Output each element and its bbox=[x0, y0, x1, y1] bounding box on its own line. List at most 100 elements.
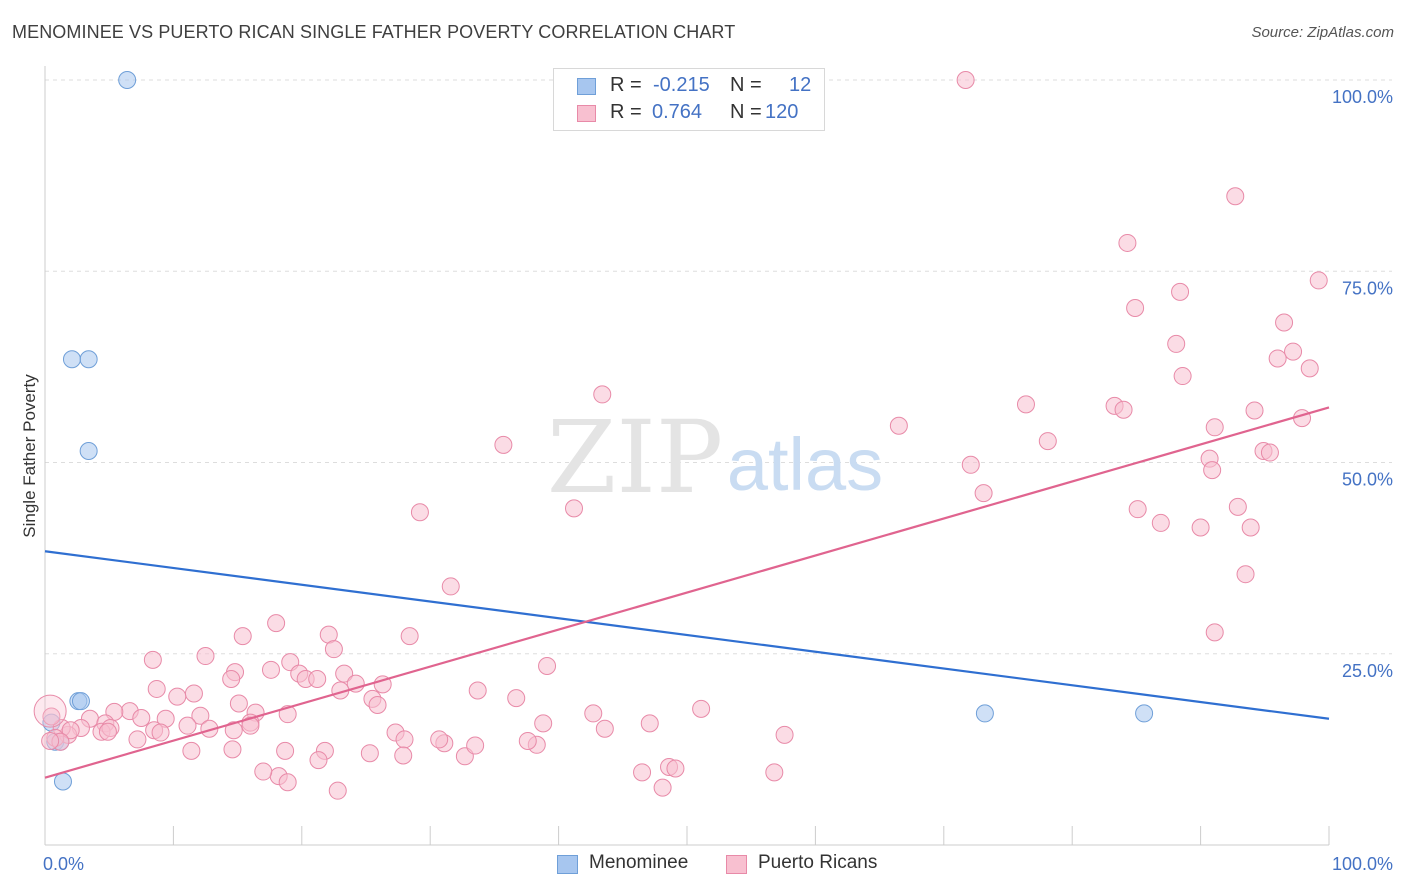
menominee-point bbox=[118, 71, 137, 89]
puerto-ricans-legend-swatch bbox=[726, 855, 747, 874]
puerto-ricans-point bbox=[184, 684, 203, 703]
puerto-ricans-point bbox=[775, 725, 794, 744]
puerto-ricans-point bbox=[1151, 513, 1170, 532]
puerto-ricans-point bbox=[267, 614, 286, 633]
puerto-ricans-point bbox=[98, 722, 117, 741]
puerto-ricans-point bbox=[196, 647, 215, 666]
y-tick-label: 100.0% bbox=[1332, 87, 1393, 107]
puerto-ricans-point bbox=[633, 763, 652, 782]
puerto-ricans-point bbox=[1114, 400, 1133, 419]
puerto-ricans-point bbox=[410, 503, 429, 522]
puerto-ricans-point bbox=[360, 744, 379, 763]
puerto-ricans-point bbox=[254, 762, 273, 781]
n-label: N = bbox=[730, 101, 762, 123]
watermark-atlas: atlas bbox=[727, 423, 883, 506]
puerto-ricans-point bbox=[33, 694, 67, 728]
puerto-ricans-point bbox=[1268, 349, 1287, 368]
legend-label: Menominee bbox=[589, 852, 689, 873]
puerto-ricans-point bbox=[1260, 443, 1279, 462]
puerto-ricans-point bbox=[1016, 395, 1035, 414]
puerto-ricans-point bbox=[1300, 359, 1319, 378]
puerto-ricans-point bbox=[241, 716, 260, 735]
menominee-point bbox=[975, 704, 994, 723]
puerto-ricans-point bbox=[41, 731, 60, 750]
y-tick-labels: 25.0% 50.0% 75.0% 100.0% bbox=[1332, 87, 1393, 681]
menominee-trend-line bbox=[44, 550, 1330, 720]
puerto-ricans-point bbox=[229, 694, 248, 713]
watermark-zip: ZIP bbox=[547, 399, 723, 516]
source-label: Source: ZipAtlas.com bbox=[1251, 24, 1394, 41]
puerto-ricans-point bbox=[1167, 334, 1186, 353]
grid-lines bbox=[45, 79, 1392, 655]
puerto-ricans-point bbox=[224, 721, 243, 740]
y-tick-label: 25.0% bbox=[1342, 661, 1393, 681]
puerto-ricans-point bbox=[1038, 432, 1057, 451]
puerto-ricans-point bbox=[1293, 409, 1312, 428]
r-label: R = bbox=[610, 74, 642, 96]
puerto-ricans-point bbox=[565, 499, 584, 518]
n-value: 12 bbox=[789, 74, 812, 96]
puerto-ricans-point bbox=[507, 689, 526, 708]
puerto-ricans-point bbox=[961, 455, 980, 474]
puerto-ricans-point bbox=[309, 751, 328, 770]
puerto-ricans-point bbox=[1203, 461, 1222, 480]
menominee-legend-swatch bbox=[557, 855, 578, 874]
puerto-ricans-point bbox=[222, 669, 241, 688]
puerto-ricans-point bbox=[400, 627, 419, 646]
stats-box: R = -0.215 N = 12 R = 0.764 N = 120 bbox=[553, 68, 825, 131]
puerto-ricans-point bbox=[143, 650, 162, 669]
puerto-ricans-point bbox=[1236, 565, 1255, 584]
trend-lines bbox=[44, 406, 1330, 779]
menominee-swatch bbox=[577, 78, 596, 95]
puerto-ricans-point bbox=[653, 778, 672, 797]
menominee-point bbox=[79, 442, 98, 461]
puerto-ricans-point bbox=[128, 730, 147, 749]
puerto-ricans-point bbox=[1309, 271, 1328, 290]
puerto-ricans-point bbox=[441, 577, 460, 596]
puerto-ricans-point bbox=[42, 707, 61, 726]
puerto-ricans-point bbox=[1118, 233, 1137, 252]
series-puerto-ricans-points bbox=[33, 71, 1328, 800]
puerto-ricans-point bbox=[324, 640, 343, 659]
r-value: -0.215 bbox=[653, 74, 710, 96]
puerto-ricans-point bbox=[534, 714, 553, 733]
puerto-ricans-point bbox=[1275, 313, 1294, 332]
puerto-ricans-point bbox=[395, 730, 414, 749]
puerto-ricans-point bbox=[595, 719, 614, 738]
puerto-ricans-point bbox=[223, 740, 242, 759]
puerto-ricans-point bbox=[494, 435, 513, 454]
puerto-ricans-point bbox=[1126, 298, 1145, 317]
puerto-ricans-point bbox=[335, 664, 354, 683]
puerto-ricans-point bbox=[151, 723, 170, 742]
puerto-ricans-point bbox=[61, 721, 80, 740]
y-tick-label: 50.0% bbox=[1342, 470, 1393, 490]
menominee-point bbox=[71, 692, 90, 711]
puerto-ricans-point bbox=[178, 716, 197, 735]
puerto-ricans-point bbox=[168, 687, 187, 706]
puerto-ricans-point bbox=[132, 709, 151, 728]
y-axis-label: Single Father Poverty bbox=[20, 374, 39, 538]
puerto-ricans-point bbox=[692, 699, 711, 718]
r-value: 0.764 bbox=[652, 101, 703, 123]
r-label: R = bbox=[610, 101, 642, 123]
puerto-ricans-point bbox=[1241, 518, 1260, 537]
puerto-ricans-point bbox=[328, 781, 347, 800]
puerto-ricans-point bbox=[1171, 282, 1190, 301]
puerto-ricans-point bbox=[518, 731, 537, 750]
puerto-ricans-point bbox=[889, 416, 908, 435]
puerto-ricans-point bbox=[1228, 497, 1247, 516]
watermark: ZIP atlas bbox=[547, 399, 883, 516]
puerto-ricans-point bbox=[765, 763, 784, 782]
puerto-ricans-point bbox=[394, 746, 413, 765]
puerto-ricans-point bbox=[584, 704, 603, 723]
puerto-ricans-point bbox=[1128, 500, 1147, 519]
puerto-ricans-point bbox=[430, 730, 449, 749]
puerto-ricans-point bbox=[1205, 623, 1224, 642]
puerto-ricans-point bbox=[1226, 187, 1245, 206]
n-value: 120 bbox=[765, 101, 799, 123]
puerto-ricans-point bbox=[233, 627, 252, 646]
axes bbox=[44, 66, 1330, 846]
x-tick-label: 100.0% bbox=[1332, 854, 1393, 874]
puerto-ricans-point bbox=[1191, 518, 1210, 537]
puerto-ricans-trend-line bbox=[44, 406, 1330, 779]
